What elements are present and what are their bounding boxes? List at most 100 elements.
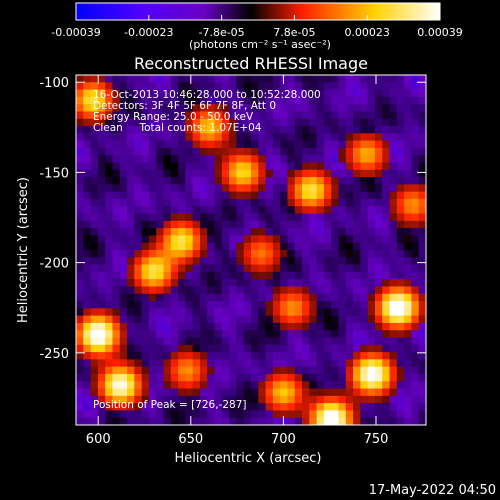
heatmap-cell [141, 220, 150, 229]
heatmap-cell [265, 147, 274, 156]
heatmap-cell [112, 75, 121, 83]
heatmap-cell [251, 118, 259, 127]
heatmap-cell [90, 301, 99, 309]
heatmap-cell [338, 322, 347, 331]
heatmap-cell [236, 322, 245, 331]
heatmap-cell [112, 250, 121, 258]
heatmap-cell [272, 322, 281, 331]
heatmap-cell [148, 126, 157, 134]
heatmap-cell [418, 308, 426, 317]
heatmap-cell [382, 96, 391, 105]
heatmap-cell [243, 213, 252, 222]
heatmap-cell [236, 118, 245, 127]
heatmap-cell [243, 315, 252, 324]
heatmap-cell [192, 359, 201, 368]
heatmap-cell [243, 264, 252, 273]
heatmap-cell [374, 235, 383, 244]
heatmap-cell [185, 264, 194, 273]
heatmap-cell [127, 388, 135, 397]
heatmap-cell [280, 257, 289, 266]
heatmap-cell [163, 220, 172, 229]
heatmap-cell [331, 213, 340, 222]
heatmap-cell [163, 228, 172, 237]
heatmap-cell [90, 264, 99, 273]
heatmap-cell [389, 381, 398, 390]
heatmap-cell [404, 184, 413, 193]
heatmap-cell [316, 337, 325, 346]
heatmap-cell [178, 220, 186, 229]
heatmap-cell [396, 410, 405, 419]
heatmap-cell [127, 89, 135, 98]
heatmap-cell [163, 242, 172, 251]
heatmap-cell [280, 235, 289, 244]
heatmap-cell [353, 228, 361, 237]
colorbar-tick-label: 0.00039 [417, 26, 463, 39]
heatmap-cell [367, 184, 376, 193]
heatmap-cell [309, 118, 318, 127]
heatmap-cell [265, 177, 274, 185]
heatmap-cell [353, 293, 361, 302]
heatmap-cell [418, 322, 426, 331]
heatmap-cell [221, 301, 230, 309]
heatmap-cell [287, 352, 296, 360]
heatmap-cell [389, 184, 398, 193]
heatmap-cell [83, 403, 92, 412]
heatmap-cell [199, 177, 208, 185]
heatmap-cell [331, 147, 340, 156]
heatmap-cell [251, 381, 259, 390]
heatmap-cell [214, 140, 223, 149]
heatmap-cell [396, 301, 405, 309]
heatmap-cell [404, 96, 413, 105]
heatmap-cell [141, 403, 150, 412]
heatmap-cell [309, 286, 318, 295]
heatmap-cell [418, 147, 426, 156]
heatmap-cell [280, 133, 289, 142]
heatmap-cell [294, 75, 303, 83]
heatmap-cell [360, 344, 369, 353]
heatmap-cell [367, 198, 376, 207]
heatmap-cell [97, 315, 106, 324]
heatmap-cell [382, 344, 391, 353]
heatmap-cell [105, 162, 114, 171]
heatmap-cell [141, 388, 150, 397]
heatmap-cell [192, 133, 201, 142]
heatmap-cell [76, 147, 84, 156]
heatmap-cell [309, 155, 318, 164]
heatmap-cell [374, 140, 383, 149]
heatmap-cell [389, 410, 398, 419]
heatmap-cell [119, 279, 128, 288]
heatmap-cell [105, 213, 114, 222]
heatmap-cell [280, 308, 289, 317]
heatmap-cell [265, 198, 274, 207]
heatmap-cell [251, 155, 259, 164]
heatmap-cell [229, 242, 238, 251]
heatmap-cell [418, 75, 426, 83]
heatmap-cell [294, 242, 303, 251]
heatmap-cell [148, 366, 157, 375]
heatmap-cell [316, 147, 325, 156]
heatmap-cell [97, 140, 106, 149]
heatmap-cell [389, 206, 398, 215]
heatmap-cell [127, 344, 135, 353]
heatmap-cell [272, 403, 281, 412]
heatmap-cell [411, 235, 420, 244]
heatmap-cell [389, 250, 398, 258]
heatmap-cell [83, 250, 92, 258]
heatmap-cell [382, 75, 391, 83]
heatmap-cell [83, 322, 92, 331]
heatmap-cell [389, 322, 398, 331]
heatmap-cell [411, 198, 420, 207]
heatmap-cell [258, 96, 267, 105]
heatmap-cell [360, 169, 369, 178]
heatmap-cell [214, 133, 223, 142]
heatmap-cell [199, 147, 208, 156]
heatmap-cell [396, 96, 405, 105]
heatmap-cell [163, 322, 172, 331]
heatmap-cell [97, 344, 106, 353]
heatmap-cell [411, 147, 420, 156]
heatmap-cell [287, 286, 296, 295]
heatmap-cell [192, 220, 201, 229]
heatmap-cell [105, 388, 114, 397]
heatmap-cell [265, 82, 274, 91]
heatmap-cell [258, 322, 267, 331]
